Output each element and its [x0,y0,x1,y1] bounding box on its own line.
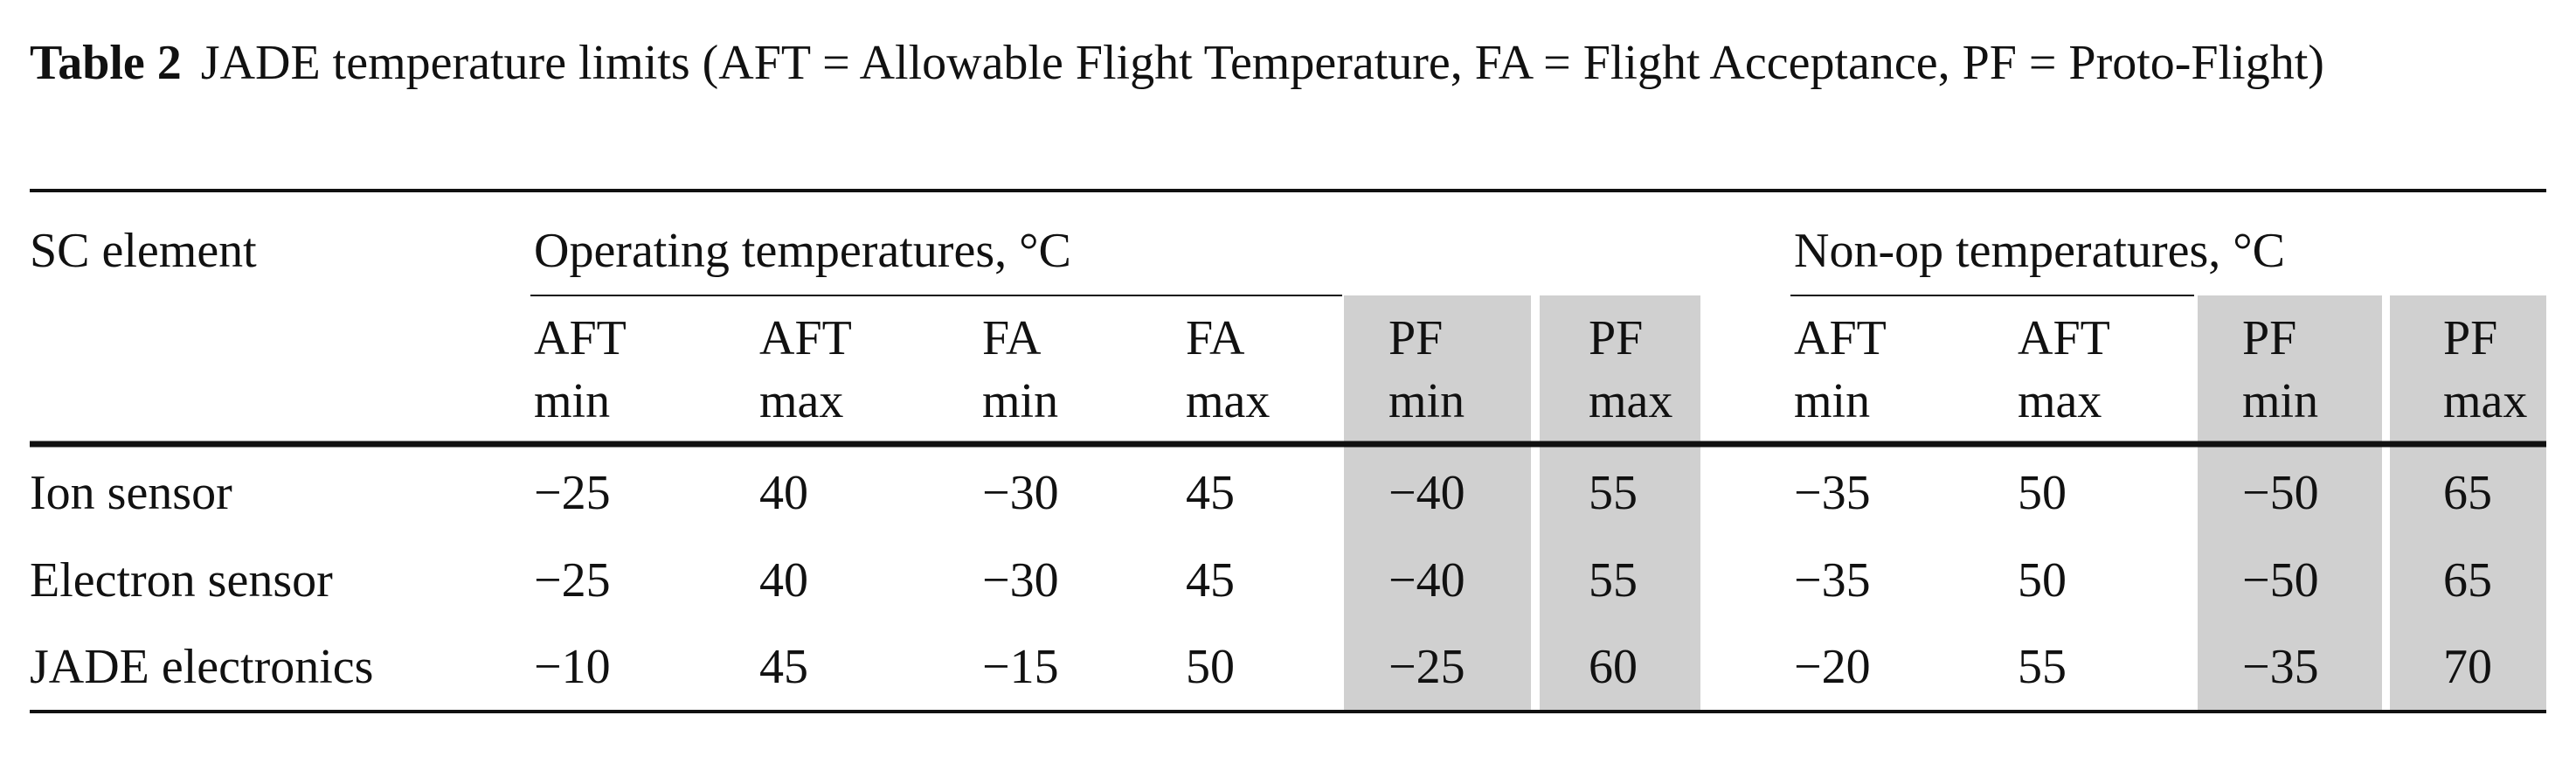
cell: −50 [2242,553,2319,608]
group-header: Operating temperatures, °C [534,224,1071,278]
cell: −40 [1388,466,1465,520]
sub-header: PF [2242,311,2296,365]
table-caption: Table 2 JADE temperature limits (AFT = Al… [30,35,2564,91]
shade [2390,295,2546,712]
cell: 55 [1589,466,1638,520]
cell: −35 [1794,466,1871,520]
caption-text: JADE temperature limits (AFT = Allowable… [200,36,2324,90]
header-cell: SC element [30,224,257,278]
cell: −10 [534,640,611,694]
sub-header: FA [982,311,1042,365]
cell: −40 [1388,553,1465,608]
sub-header: PF [1589,311,1643,365]
sub-header: PF [2443,311,2497,365]
sub-header: min [2242,374,2318,428]
sub-header: min [982,374,1058,428]
row-label: Ion sensor [30,466,232,520]
cell: −15 [982,640,1059,694]
cell: −30 [982,553,1059,608]
cell: −30 [982,466,1059,520]
sub-header: max [2443,374,2527,428]
cell: 55 [1589,553,1638,608]
cell: −25 [534,466,611,520]
cell: 60 [1589,640,1638,694]
cell: 70 [2443,640,2492,694]
cell: 50 [1186,640,1235,694]
sub-header: PF [1388,311,1443,365]
cell: 40 [759,553,808,608]
row-label: JADE electronics [30,640,373,694]
cell: 65 [2443,553,2492,608]
sub-header: max [2018,374,2102,428]
sub-header: max [1589,374,1672,428]
sub-header: max [1186,374,1270,428]
cell: −35 [1794,553,1871,608]
caption-label: Table 2 [30,36,182,90]
sub-header: min [1794,374,1870,428]
cell: 50 [2018,466,2067,520]
shade [2198,295,2382,712]
cell: 45 [759,640,808,694]
cell: 45 [1186,466,1235,520]
group-header: Non-op temperatures, °C [1794,224,2285,278]
shade [1540,295,1700,712]
sub-header: AFT [534,311,627,365]
shade [1344,295,1531,712]
cell: −35 [2242,640,2319,694]
cell: 45 [1186,553,1235,608]
sub-header: max [759,374,843,428]
sub-header: AFT [2018,311,2110,365]
cell: 50 [2018,553,2067,608]
cell: −25 [534,553,611,608]
cell: −50 [2242,466,2319,520]
sub-header: min [1388,374,1465,428]
row-label: Electron sensor [30,553,333,608]
sub-header: AFT [759,311,852,365]
sub-header: FA [1186,311,1245,365]
sub-header: min [534,374,610,428]
sub-header: AFT [1794,311,1887,365]
cell: −25 [1388,640,1465,694]
cell: 65 [2443,466,2492,520]
cell: 55 [2018,640,2067,694]
cell: −20 [1794,640,1871,694]
cell: 40 [759,466,808,520]
